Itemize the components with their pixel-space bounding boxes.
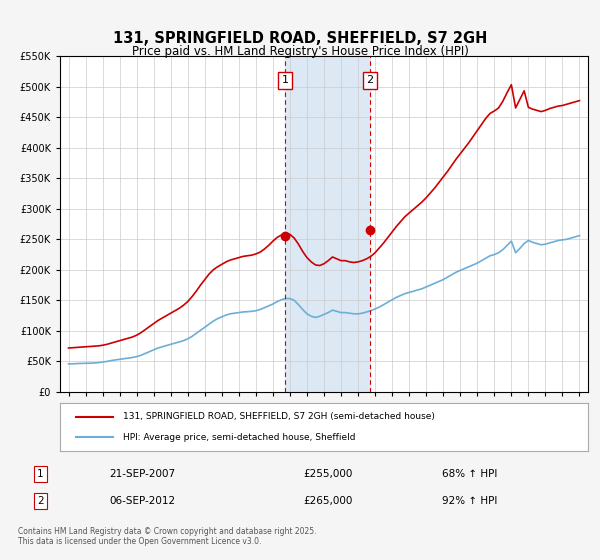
Text: Price paid vs. HM Land Registry's House Price Index (HPI): Price paid vs. HM Land Registry's House … (131, 45, 469, 58)
Text: Contains HM Land Registry data © Crown copyright and database right 2025.
This d: Contains HM Land Registry data © Crown c… (18, 526, 317, 546)
Text: £255,000: £255,000 (304, 469, 353, 479)
Text: 2: 2 (37, 496, 44, 506)
Text: 131, SPRINGFIELD ROAD, SHEFFIELD, S7 2GH: 131, SPRINGFIELD ROAD, SHEFFIELD, S7 2GH (113, 31, 487, 46)
Text: 92% ↑ HPI: 92% ↑ HPI (442, 496, 497, 506)
Text: 1: 1 (37, 469, 44, 479)
Bar (285, 56, 370, 392)
Text: 1: 1 (281, 76, 289, 86)
Text: 21-SEP-2007: 21-SEP-2007 (109, 469, 175, 479)
Text: £265,000: £265,000 (304, 496, 353, 506)
Text: 2: 2 (366, 76, 373, 86)
Text: 06-SEP-2012: 06-SEP-2012 (109, 496, 175, 506)
Text: 131, SPRINGFIELD ROAD, SHEFFIELD, S7 2GH (semi-detached house): 131, SPRINGFIELD ROAD, SHEFFIELD, S7 2GH… (124, 412, 435, 421)
Text: 68% ↑ HPI: 68% ↑ HPI (442, 469, 497, 479)
Text: HPI: Average price, semi-detached house, Sheffield: HPI: Average price, semi-detached house,… (124, 433, 356, 442)
